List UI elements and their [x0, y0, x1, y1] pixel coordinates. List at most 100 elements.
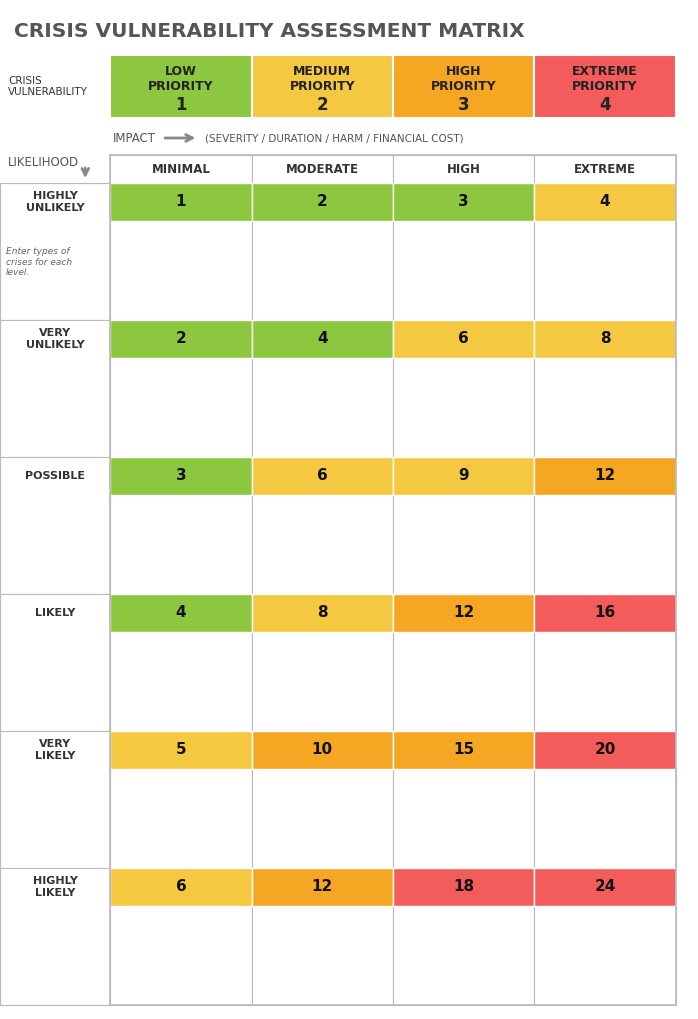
Bar: [252, 768, 393, 868]
Bar: [252, 457, 393, 494]
Bar: [535, 768, 676, 868]
Bar: [252, 320, 393, 358]
Bar: [393, 632, 535, 731]
Text: 4: 4: [176, 605, 186, 621]
Bar: [252, 594, 393, 632]
Text: VERY
UNLIKELY: VERY UNLIKELY: [26, 328, 84, 350]
Bar: [252, 155, 393, 183]
Text: HIGHLY
LIKELY: HIGHLY LIKELY: [33, 876, 77, 898]
Text: 1: 1: [176, 195, 186, 209]
Text: LIKELIHOOD: LIKELIHOOD: [8, 156, 79, 168]
Bar: [252, 731, 393, 768]
Bar: [393, 55, 535, 118]
Text: 12: 12: [595, 469, 616, 483]
Bar: [393, 320, 535, 358]
Text: 2: 2: [317, 195, 327, 209]
Bar: [535, 320, 676, 358]
Bar: [535, 221, 676, 320]
Bar: [110, 768, 252, 868]
Bar: [0, 457, 110, 594]
Text: LOW
PRIORITY: LOW PRIORITY: [148, 65, 214, 93]
Bar: [110, 868, 252, 906]
Text: EXTREME: EXTREME: [574, 162, 636, 175]
Text: 4: 4: [317, 331, 327, 346]
Bar: [535, 632, 676, 731]
Bar: [252, 183, 393, 221]
Text: 12: 12: [453, 605, 474, 621]
Bar: [0, 594, 110, 731]
Bar: [110, 731, 252, 768]
Bar: [252, 494, 393, 594]
Bar: [393, 768, 535, 868]
Text: 4: 4: [600, 195, 610, 209]
Bar: [0, 731, 110, 868]
Bar: [110, 155, 252, 183]
Text: 6: 6: [317, 469, 327, 483]
Text: IMPACT: IMPACT: [113, 131, 156, 145]
Text: 8: 8: [600, 331, 610, 346]
Bar: [252, 55, 393, 118]
Bar: [393, 358, 535, 457]
Text: 4: 4: [599, 97, 611, 114]
Text: 20: 20: [594, 742, 616, 757]
Bar: [0, 320, 110, 457]
Text: 3: 3: [459, 195, 469, 209]
Bar: [393, 731, 535, 768]
Text: CRISIS VULNERABILITY ASSESSMENT MATRIX: CRISIS VULNERABILITY ASSESSMENT MATRIX: [14, 21, 525, 41]
Bar: [110, 320, 252, 358]
Text: 6: 6: [459, 331, 469, 346]
Text: Enter types of
crises for each
level.: Enter types of crises for each level.: [6, 248, 72, 277]
Bar: [110, 221, 252, 320]
Bar: [0, 183, 110, 1005]
Text: CRISIS
VULNERABILITY: CRISIS VULNERABILITY: [8, 75, 88, 97]
Bar: [110, 594, 252, 632]
Text: 18: 18: [453, 879, 474, 895]
Bar: [535, 868, 676, 906]
Text: MODERATE: MODERATE: [285, 162, 359, 175]
Bar: [110, 906, 252, 1005]
Bar: [252, 906, 393, 1005]
Bar: [110, 358, 252, 457]
Text: LIKELY: LIKELY: [35, 608, 75, 618]
Text: 2: 2: [316, 97, 328, 114]
Text: 5: 5: [176, 742, 186, 757]
Text: HIGH
PRIORITY: HIGH PRIORITY: [431, 65, 496, 93]
Bar: [252, 868, 393, 906]
Text: EXTREME
PRIORITY: EXTREME PRIORITY: [572, 65, 638, 93]
Text: 8: 8: [317, 605, 327, 621]
Text: 12: 12: [312, 879, 333, 895]
Bar: [110, 457, 252, 494]
Bar: [0, 868, 110, 1005]
Bar: [110, 632, 252, 731]
Text: HIGH: HIGH: [447, 162, 481, 175]
Bar: [252, 358, 393, 457]
Text: (SEVERITY / DURATION / HARM / FINANCIAL COST): (SEVERITY / DURATION / HARM / FINANCIAL …: [205, 133, 464, 143]
Text: 15: 15: [453, 742, 474, 757]
Bar: [252, 221, 393, 320]
Text: MINIMAL: MINIMAL: [151, 162, 210, 175]
Bar: [535, 594, 676, 632]
Text: 3: 3: [176, 469, 186, 483]
Bar: [393, 594, 535, 632]
Bar: [535, 155, 676, 183]
Text: VERY
LIKELY: VERY LIKELY: [35, 739, 75, 760]
Text: MEDIUM
PRIORITY: MEDIUM PRIORITY: [290, 65, 355, 93]
Bar: [393, 183, 535, 221]
Bar: [535, 55, 676, 118]
Text: 6: 6: [176, 879, 186, 895]
Text: POSSIBLE: POSSIBLE: [25, 471, 85, 481]
Bar: [0, 183, 110, 320]
Text: HIGHLY
UNLIKELY: HIGHLY UNLIKELY: [26, 191, 84, 213]
Bar: [393, 494, 535, 594]
Bar: [252, 632, 393, 731]
Text: 2: 2: [176, 331, 186, 346]
Bar: [535, 731, 676, 768]
Bar: [393, 155, 535, 183]
Text: 3: 3: [458, 97, 470, 114]
Text: 24: 24: [594, 879, 616, 895]
Bar: [110, 155, 676, 1005]
Bar: [535, 183, 676, 221]
Text: 16: 16: [595, 605, 616, 621]
Bar: [393, 221, 535, 320]
Bar: [110, 55, 252, 118]
